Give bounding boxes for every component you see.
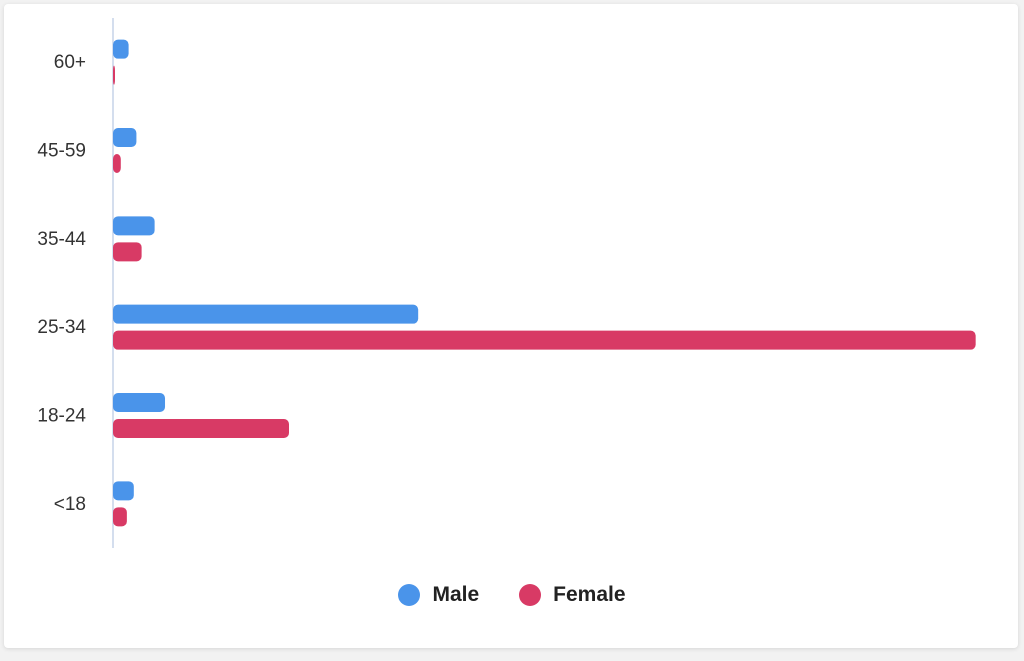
- y-tick-label-60: 60+: [54, 52, 86, 73]
- legend-item-male[interactable]: Male: [398, 583, 479, 607]
- y-tick-label-35-44: 35-44: [37, 229, 86, 250]
- bar-female-60[interactable]: [113, 65, 115, 85]
- legend-item-female[interactable]: Female: [519, 583, 626, 607]
- legend-dot-male: [398, 584, 421, 606]
- bar-female-18[interactable]: [113, 507, 127, 527]
- y-tick-label-45-59: 45-59: [37, 141, 86, 162]
- legend: Male Female: [0, 583, 1024, 607]
- bar-male-25-34[interactable]: [113, 304, 419, 324]
- bar-female-35-44[interactable]: [113, 242, 142, 262]
- bar-male-18[interactable]: [113, 481, 134, 501]
- bar-male-45-59[interactable]: [113, 128, 137, 147]
- bar-female-18-24[interactable]: [113, 419, 290, 438]
- legend-label-male: Male: [432, 583, 480, 606]
- bar-male-60[interactable]: [113, 39, 129, 59]
- y-tick-label-25-34: 25-34: [37, 317, 86, 338]
- bars-group: [113, 39, 976, 527]
- chart-card: [4, 4, 1018, 648]
- legend-dot-female: [519, 584, 542, 606]
- bar-male-35-44[interactable]: [113, 216, 155, 236]
- bar-male-18-24[interactable]: [113, 393, 166, 412]
- legend-label-female: Female: [553, 583, 626, 606]
- y-tick-label-18: <18: [54, 494, 86, 515]
- bar-female-45-59[interactable]: [113, 154, 121, 173]
- y-tick-labels: 60+ 45-59 35-44 25-34 18-24 <18: [37, 52, 86, 515]
- bar-female-25-34[interactable]: [113, 330, 976, 350]
- y-tick-label-18-24: 18-24: [37, 406, 86, 427]
